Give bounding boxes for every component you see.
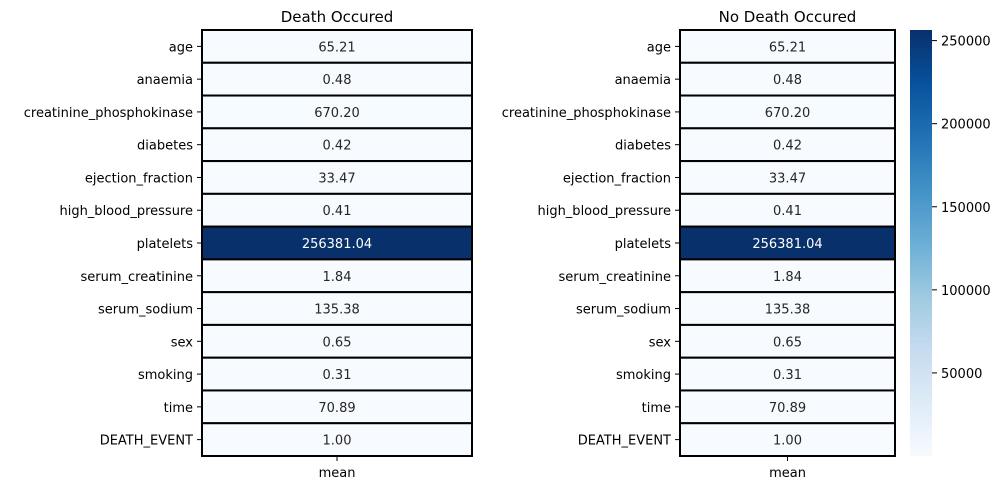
cell-value-label: 0.41 — [773, 204, 802, 219]
cell-value-label: 670.20 — [765, 106, 811, 121]
y-tick-label: serum_creatinine — [559, 270, 672, 285]
cell-value-label: 65.21 — [318, 40, 355, 55]
cell-value-label: 0.48 — [773, 73, 802, 88]
y-tick-label: anaemia — [137, 73, 193, 88]
cell-value-label: 1.00 — [323, 434, 352, 449]
cell-value-label: 70.89 — [769, 401, 806, 416]
y-tick-label: age — [169, 40, 193, 55]
cell-value-label: 135.38 — [314, 303, 360, 318]
cell-value-label: 70.89 — [318, 401, 355, 416]
chart-title: Death Occured — [281, 8, 394, 26]
cell-value-label: 0.42 — [323, 139, 352, 154]
y-tick-label: smoking — [616, 368, 671, 383]
y-tick-label: creatinine_phosphokinase — [24, 106, 193, 121]
y-tick-label: serum_sodium — [98, 303, 193, 318]
heatmap-cell — [679, 61, 896, 97]
y-tick-label: smoking — [138, 368, 193, 383]
heatmap-cell — [201, 389, 473, 425]
heatmap-panel-1: Death Occured 65.21 age 0.48 anaemia 670.20 cr… — [24, 8, 473, 481]
y-tick-label: sex — [171, 335, 194, 350]
y-tick-label: platelets — [137, 237, 194, 252]
heatmap-cell — [679, 192, 896, 228]
cell-value-label: 0.31 — [323, 368, 352, 383]
heatmap-cell — [679, 225, 896, 261]
heatmap-panel-2: No Death Occured 65.21 age 0.48 anaemia 670.2… — [502, 8, 896, 481]
heatmap-cell — [201, 225, 473, 261]
colorbar-tick-label: 200000 — [941, 118, 991, 133]
heatmap-cell — [679, 291, 896, 326]
cell-value-label: 0.31 — [773, 368, 802, 383]
heatmap-cell — [679, 389, 896, 425]
y-tick-label: ejection_fraction — [563, 171, 671, 186]
cell-value-label: 256381.04 — [752, 237, 822, 252]
cell-value-label: 1.84 — [773, 270, 802, 285]
cell-value-label: 670.20 — [314, 106, 360, 121]
y-tick-label: serum_creatinine — [81, 270, 194, 285]
cell-value-label: 0.65 — [323, 335, 352, 350]
cell-value-label: 0.41 — [323, 204, 352, 219]
y-tick-label: diabetes — [615, 139, 671, 154]
y-tick-label: high_blood_pressure — [537, 204, 671, 219]
y-tick-label: high_blood_pressure — [59, 204, 193, 219]
cell-value-label: 33.47 — [318, 171, 355, 186]
y-tick-label: anaemia — [615, 73, 671, 88]
y-tick-label: sex — [649, 335, 672, 350]
y-tick-label: DEATH_EVENT — [578, 434, 671, 449]
heatmap-cell — [201, 258, 473, 294]
cell-value-label: 1.00 — [773, 434, 802, 449]
y-tick-label: DEATH_EVENT — [100, 434, 193, 449]
cell-value-label: 1.84 — [323, 270, 352, 285]
heatmap-cell — [201, 192, 473, 228]
cell-value-label: 0.65 — [773, 335, 802, 350]
x-tick-label: mean — [769, 466, 806, 481]
colorbar-gradient — [910, 30, 932, 456]
cell-value-label: 65.21 — [769, 40, 806, 55]
y-tick-label: serum_sodium — [576, 303, 671, 318]
cell-value-label: 33.47 — [769, 171, 806, 186]
y-tick-label: ejection_fraction — [85, 171, 193, 186]
colorbar: 50000 100000 150000 200000 250000 — [910, 30, 991, 456]
y-tick-label: platelets — [615, 237, 672, 252]
y-tick-label: creatinine_phosphokinase — [502, 106, 671, 121]
colorbar-tick-label: 150000 — [941, 201, 991, 216]
y-tick-label: time — [642, 401, 671, 416]
cell-value-label: 0.42 — [773, 139, 802, 154]
cell-value-label: 0.48 — [323, 73, 352, 88]
y-tick-label: diabetes — [137, 139, 193, 154]
x-tick-label: mean — [319, 466, 356, 481]
cell-value-label: 256381.04 — [302, 237, 372, 252]
colorbar-tick-label: 50000 — [941, 367, 982, 382]
cell-value-label: 135.38 — [765, 303, 811, 318]
colorbar-tick-label: 100000 — [941, 284, 991, 299]
y-tick-label: time — [164, 401, 193, 416]
y-tick-label: age — [647, 40, 671, 55]
colorbar-tick-label: 250000 — [941, 35, 991, 50]
chart-title: No Death Occured — [719, 8, 857, 26]
